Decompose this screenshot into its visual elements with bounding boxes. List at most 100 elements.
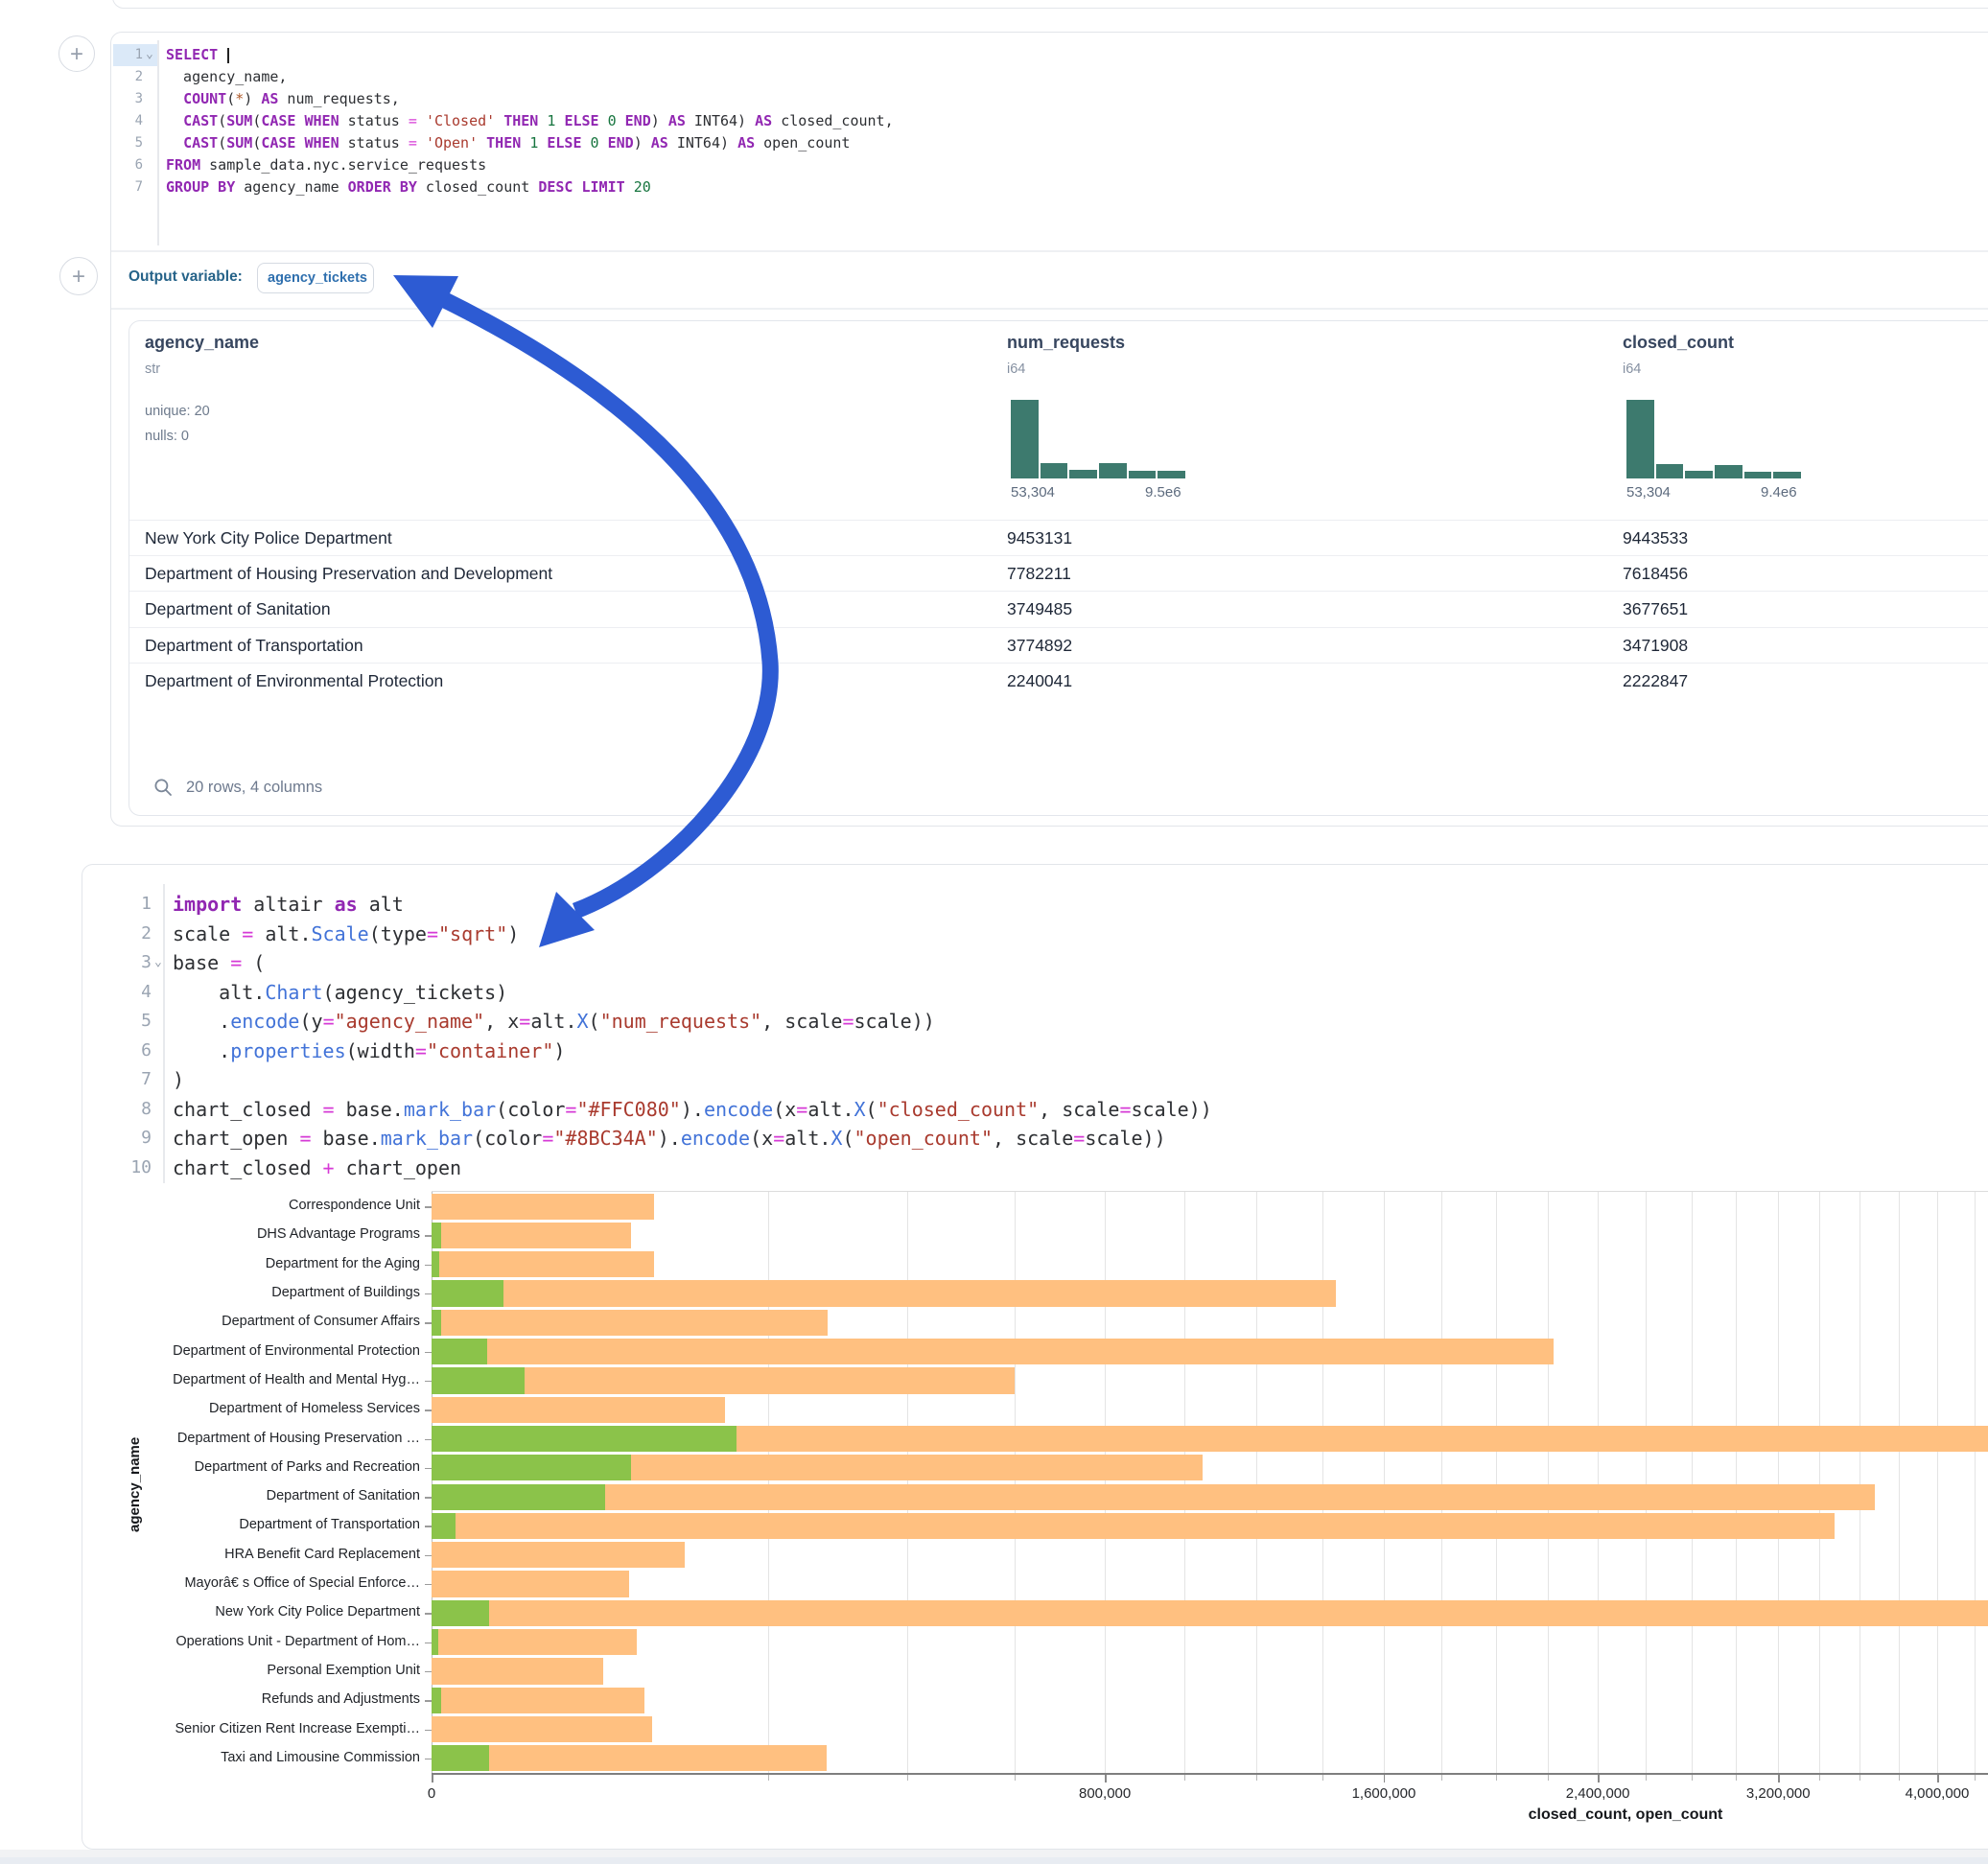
x-axis-minor-tick bbox=[1184, 1774, 1185, 1781]
code-token: sample_data.nyc.service_requests bbox=[200, 156, 487, 174]
python-code-line: import altair as alt bbox=[173, 890, 404, 919]
gridline bbox=[907, 1192, 909, 1773]
code-token: AS bbox=[755, 112, 773, 129]
code-token: status bbox=[339, 112, 409, 129]
previous-cell-edge bbox=[112, 0, 1988, 9]
table-row[interactable]: Department of Transportation 3774892 34719… bbox=[129, 626, 1988, 663]
y-axis-label: Personal Exemption Unit bbox=[267, 1662, 420, 1678]
code-token bbox=[166, 90, 183, 107]
table-row[interactable]: Department of Environmental Protection 22… bbox=[129, 662, 1988, 698]
column-name[interactable]: num_requests bbox=[1007, 333, 1126, 352]
code-token bbox=[495, 112, 503, 129]
code-token: ) bbox=[553, 1038, 566, 1062]
x-axis-tick-label: 3,200,000 bbox=[1745, 1785, 1811, 1802]
y-axis-tick bbox=[425, 1497, 432, 1499]
gridline bbox=[1496, 1192, 1498, 1773]
code-token bbox=[573, 178, 581, 196]
code-token: 1 bbox=[529, 134, 539, 151]
histogram-bar bbox=[1743, 471, 1772, 478]
code-token: = bbox=[1119, 1097, 1132, 1121]
code-token: ) bbox=[244, 90, 262, 107]
code-token: = bbox=[842, 1010, 854, 1033]
y-axis-label: Taxi and Limousine Commission bbox=[221, 1749, 420, 1765]
x-axis-tick-label: 1,600,000 bbox=[1351, 1785, 1416, 1802]
code-token: = bbox=[542, 1127, 554, 1150]
column-histogram bbox=[1626, 400, 1802, 478]
code-token: AS bbox=[650, 134, 668, 151]
histogram-bar bbox=[1655, 464, 1684, 478]
line-number: 6 bbox=[134, 157, 143, 173]
sql-code-editor[interactable]: 1 ⌄ SELECT 2 agency_name, 3 COUNT(*) AS num… bbox=[111, 33, 1988, 250]
y-axis-label: Department of Housing Preservation … bbox=[176, 1430, 420, 1446]
sql-code-line: agency_name, bbox=[166, 66, 287, 88]
x-axis-minor-tick bbox=[1105, 1774, 1107, 1781]
output-variable-pill[interactable]: agency_tickets bbox=[257, 263, 374, 293]
y-axis-label: Mayorâ€ s Office of Special Enforce… bbox=[184, 1575, 420, 1592]
text-cursor bbox=[227, 48, 230, 63]
code-token: ) bbox=[650, 112, 668, 129]
bar-closed-count bbox=[432, 1251, 654, 1278]
code-token: base. bbox=[334, 1097, 404, 1121]
y-axis-title: agency_name bbox=[127, 1436, 143, 1532]
histogram-max-label: 9.4e6 bbox=[1761, 484, 1797, 501]
gutter-divider bbox=[163, 884, 165, 1183]
y-axis-label: Department of Parks and Recreation bbox=[194, 1458, 420, 1475]
y-axis-tick bbox=[425, 1293, 432, 1295]
bar-open-count bbox=[432, 1483, 605, 1510]
code-token bbox=[166, 134, 183, 151]
column-histogram bbox=[1011, 400, 1186, 478]
code-token bbox=[166, 112, 183, 129]
line-number: 4 bbox=[134, 113, 143, 128]
y-axis-tick bbox=[425, 1380, 432, 1383]
table-cell: Department of Housing Preservation and D… bbox=[145, 564, 553, 584]
gridline bbox=[1255, 1192, 1257, 1773]
table-cell: 9443533 bbox=[1623, 528, 1689, 548]
code-token: AS bbox=[737, 134, 756, 151]
x-axis-tick bbox=[1598, 1774, 1600, 1782]
fold-caret-icon[interactable]: ⌄ bbox=[154, 955, 162, 969]
code-token: ( bbox=[252, 112, 262, 129]
bar-closed-count bbox=[432, 1512, 1835, 1540]
code-token: X bbox=[576, 1010, 589, 1033]
code-token: (x bbox=[773, 1097, 797, 1121]
bar-closed-count bbox=[432, 1193, 654, 1220]
code-token: alt. bbox=[253, 921, 312, 945]
column-type: str bbox=[145, 361, 161, 377]
code-token: = bbox=[322, 1097, 335, 1121]
y-axis-label: DHS Advantage Programs bbox=[256, 1226, 420, 1243]
code-token: "#FFC080" bbox=[576, 1097, 681, 1121]
code-token: alt bbox=[357, 893, 404, 916]
bar-open-count bbox=[432, 1425, 737, 1453]
code-token: scale)) bbox=[1131, 1097, 1212, 1121]
python-cell: 1 import altair as alt 2 scale = alt.Scale(… bbox=[82, 864, 1988, 1850]
code-token: SUM bbox=[226, 134, 253, 151]
gridline bbox=[1321, 1192, 1323, 1773]
code-token: INT64) bbox=[667, 134, 738, 151]
add-cell-button-output[interactable]: + bbox=[59, 257, 98, 295]
column-name[interactable]: agency_name bbox=[145, 333, 260, 352]
x-axis-minor-tick bbox=[1441, 1774, 1443, 1781]
python-code-editor[interactable]: 1 import altair as alt 2 scale = alt.Scale(… bbox=[82, 865, 1988, 1186]
code-token bbox=[617, 112, 625, 129]
gridline bbox=[1184, 1192, 1185, 1773]
code-token bbox=[218, 46, 226, 63]
python-code-line: scale = alt.Scale(type="sqrt") bbox=[173, 920, 519, 948]
gridline bbox=[1899, 1192, 1901, 1773]
add-cell-button-top[interactable]: + bbox=[58, 35, 95, 72]
code-token: agency_name bbox=[235, 178, 348, 196]
gridline bbox=[1645, 1192, 1647, 1773]
y-axis-label: Senior Citizen Rent Increase Exempti… bbox=[175, 1720, 420, 1736]
search-icon[interactable] bbox=[153, 778, 173, 797]
fold-caret-icon[interactable]: ⌄ bbox=[146, 47, 153, 61]
histogram-min-label: 53,304 bbox=[1011, 484, 1055, 501]
code-token: END bbox=[624, 112, 651, 129]
table-row[interactable]: Department of Sanitation 3749485 3677651 bbox=[129, 591, 1988, 626]
table-row[interactable]: Department of Housing Preservation and D… bbox=[129, 555, 1988, 591]
table-row[interactable]: New York City Police Department 9453131 94… bbox=[129, 520, 1988, 555]
python-code-line: base = ( bbox=[173, 948, 265, 977]
x-axis-tick-label: 4,000,000 bbox=[1905, 1785, 1970, 1802]
column-name[interactable]: closed_count bbox=[1623, 333, 1735, 352]
code-token: FROM bbox=[166, 156, 201, 174]
code-token: chart_closed bbox=[173, 1155, 323, 1179]
bar-closed-count bbox=[432, 1715, 652, 1743]
